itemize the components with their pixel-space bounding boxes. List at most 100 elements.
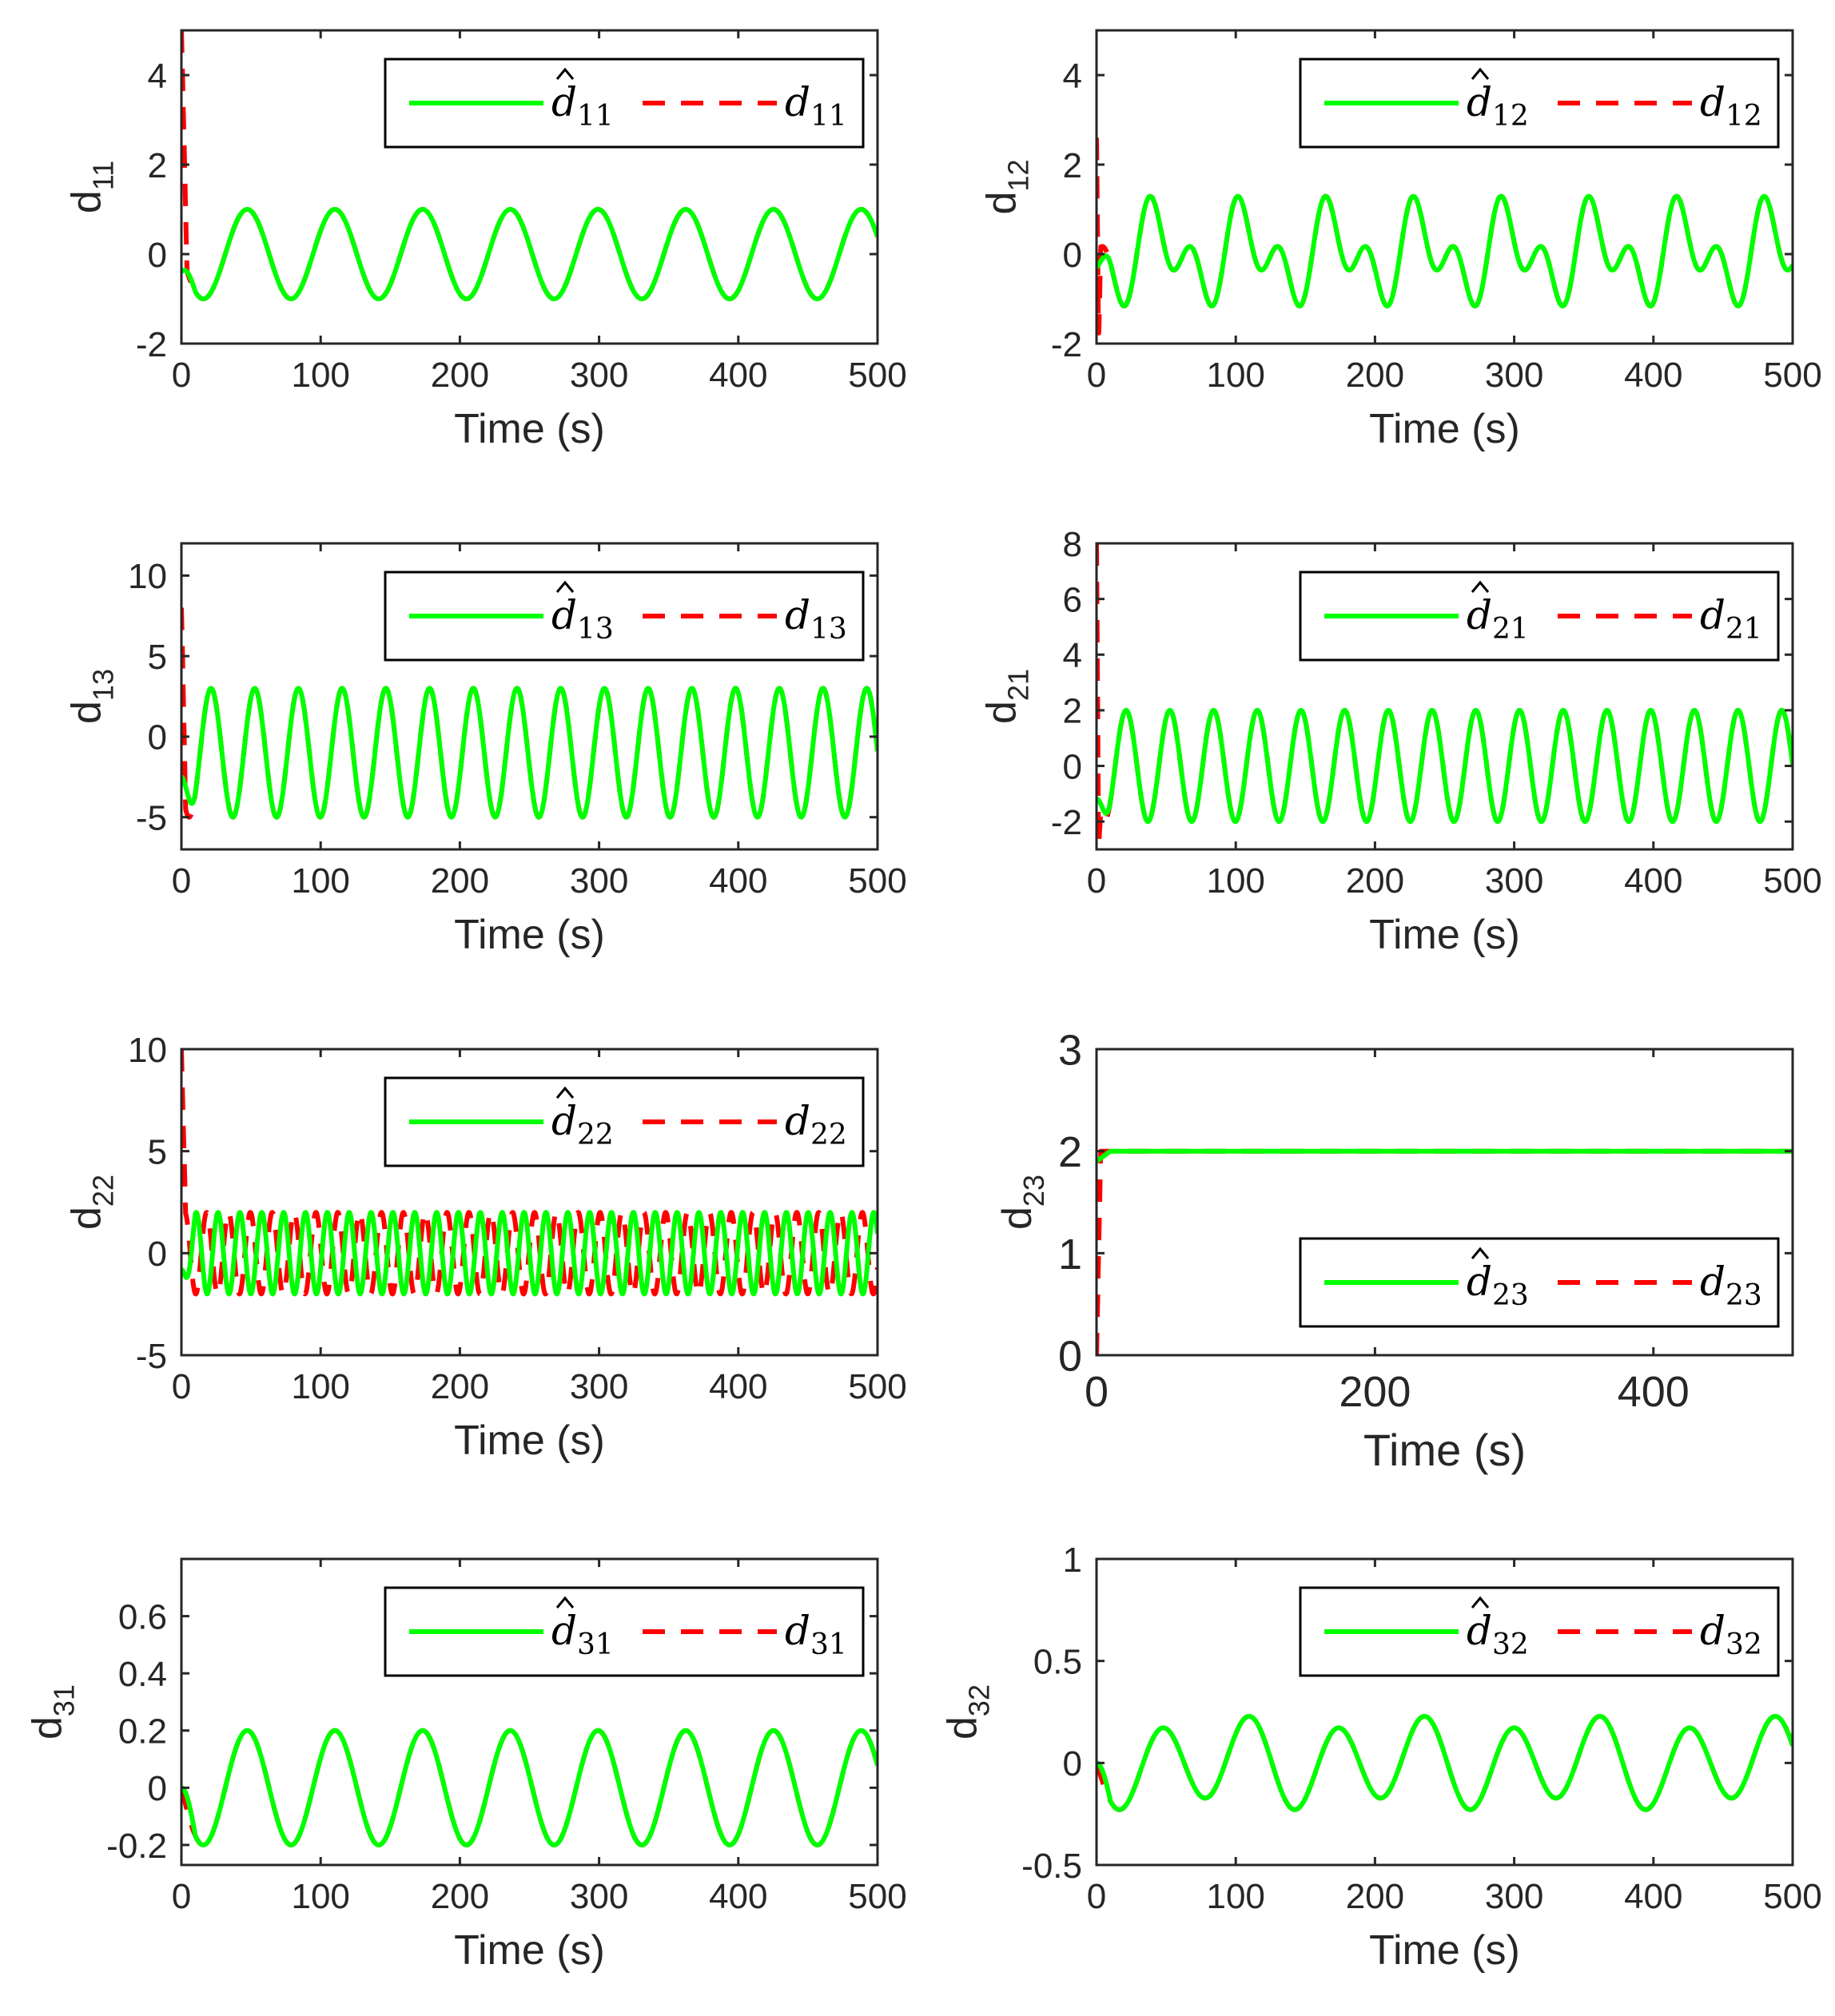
y-axis-label: d13 bbox=[64, 669, 120, 724]
series-group bbox=[181, 30, 878, 301]
legend-estimate-label: d23 bbox=[1467, 1259, 1529, 1312]
y-label-sub: 13 bbox=[87, 669, 120, 701]
y-label-sub: 23 bbox=[1017, 1175, 1050, 1207]
legend-actual-label: d23 bbox=[1700, 1259, 1762, 1312]
y-label-main: d bbox=[979, 701, 1025, 724]
legend-estimate-label: d21 bbox=[1467, 592, 1529, 646]
legend-actual-sub: 11 bbox=[810, 100, 847, 133]
legend: d23 d23 bbox=[1299, 1237, 1780, 1328]
legend-estimate-sub: 13 bbox=[577, 613, 614, 646]
y-label-main: d bbox=[979, 192, 1025, 215]
legend-hat-icon bbox=[1471, 67, 1490, 80]
legend: d13 d13 bbox=[384, 571, 865, 662]
legend-actual-symbol: d bbox=[785, 592, 810, 638]
legend-hat-icon bbox=[555, 1596, 575, 1608]
y-label-main: d bbox=[24, 1716, 70, 1740]
axes-box bbox=[180, 542, 879, 851]
series-estimate-line bbox=[181, 686, 878, 820]
x-tick-label: 200 bbox=[1346, 1877, 1404, 1916]
legend-estimate-symbol: d bbox=[551, 1098, 577, 1144]
x-tick-label: 200 bbox=[1346, 861, 1404, 901]
x-tick-label: 500 bbox=[1763, 861, 1821, 901]
y-tick-label: 0 bbox=[148, 1769, 167, 1808]
y-tick-label: 5 bbox=[148, 1133, 167, 1172]
x-tick-label: 400 bbox=[1618, 1368, 1690, 1416]
y-tick-label: 0 bbox=[1063, 236, 1082, 275]
legend-estimate-sub: 32 bbox=[1492, 1628, 1529, 1661]
legend-actual-symbol: d bbox=[1700, 1608, 1726, 1654]
legend-estimate-symbol: d bbox=[1467, 592, 1492, 638]
y-tick-label: 0 bbox=[148, 718, 167, 757]
series-estimate-line bbox=[181, 1728, 878, 1847]
series-group bbox=[1097, 543, 1793, 847]
y-axis-label: d22 bbox=[64, 1175, 120, 1230]
x-axis-label: Time (s) bbox=[454, 406, 605, 452]
y-tick-label: 1 bbox=[1058, 1231, 1082, 1278]
legend: d32 d32 bbox=[1299, 1586, 1780, 1677]
x-axis-label: Time (s) bbox=[1369, 912, 1520, 958]
series-group bbox=[1097, 1148, 1793, 1355]
y-axis-label: d11 bbox=[64, 161, 120, 213]
x-tick-label: 300 bbox=[570, 861, 628, 901]
y-axis-label: d21 bbox=[979, 669, 1035, 724]
legend-hat-icon bbox=[1471, 1247, 1490, 1259]
x-tick-label: 400 bbox=[709, 356, 767, 395]
x-axis-label: Time (s) bbox=[454, 1927, 605, 1974]
x-tick-label: 500 bbox=[1763, 1877, 1821, 1916]
legend-estimate-sub: 21 bbox=[1492, 613, 1529, 646]
x-tick-label: 500 bbox=[1763, 356, 1821, 395]
legend-actual-sub: 22 bbox=[810, 1119, 847, 1151]
y-axis-label: d12 bbox=[979, 160, 1035, 215]
y-tick-label: -2 bbox=[1051, 803, 1082, 842]
y-tick-label: 0 bbox=[1058, 1332, 1082, 1380]
y-tick-label: 2 bbox=[1063, 146, 1082, 185]
legend-actual-symbol: d bbox=[1700, 592, 1726, 638]
y-tick-label: 5 bbox=[148, 638, 167, 677]
y-tick-label: 0 bbox=[1063, 747, 1082, 786]
legend-box bbox=[1299, 1586, 1780, 1677]
legend-actual-sub: 21 bbox=[1726, 613, 1762, 646]
legend-estimate-sub: 12 bbox=[1492, 100, 1529, 133]
x-tick-label: 100 bbox=[291, 356, 349, 395]
legend: d31 d31 bbox=[384, 1586, 865, 1677]
legend-estimate-symbol: d bbox=[1467, 1608, 1492, 1654]
legend-actual-sub: 31 bbox=[810, 1628, 847, 1661]
y-label-main: d bbox=[939, 1716, 985, 1740]
x-tick-label: 200 bbox=[431, 1877, 489, 1916]
legend-estimate-sub: 22 bbox=[577, 1119, 614, 1151]
y-tick-label: 4 bbox=[1063, 636, 1082, 675]
legend-actual-sub: 13 bbox=[810, 613, 847, 646]
x-tick-label: 500 bbox=[848, 1367, 906, 1406]
series-estimate-line bbox=[181, 207, 878, 301]
axes-box bbox=[180, 1557, 879, 1867]
x-tick-label: 100 bbox=[291, 861, 349, 901]
y-tick-label: 0.4 bbox=[118, 1655, 167, 1694]
x-tick-label: 200 bbox=[1346, 356, 1404, 395]
legend-estimate-label: d32 bbox=[1467, 1608, 1529, 1661]
x-axis-label: Time (s) bbox=[1363, 1425, 1526, 1475]
legend-estimate-label: d31 bbox=[551, 1608, 614, 1661]
x-axis-label: Time (s) bbox=[1369, 1927, 1520, 1974]
y-tick-label: 8 bbox=[1063, 525, 1082, 564]
x-tick-label: 300 bbox=[1485, 861, 1543, 901]
legend-estimate-sub: 31 bbox=[577, 1628, 614, 1661]
x-tick-label: 200 bbox=[431, 1367, 489, 1406]
legend-actual-label: d31 bbox=[785, 1608, 847, 1661]
y-label-sub: 32 bbox=[962, 1684, 995, 1716]
y-tick-label: 2 bbox=[1058, 1128, 1082, 1176]
legend: d22 d22 bbox=[384, 1076, 865, 1167]
y-axis-label: d32 bbox=[939, 1684, 995, 1740]
x-tick-label: 100 bbox=[1206, 861, 1264, 901]
y-tick-label: -0.5 bbox=[1021, 1847, 1082, 1886]
legend-actual-label: d12 bbox=[1700, 79, 1762, 133]
legend-estimate-sub: 11 bbox=[577, 100, 614, 133]
x-tick-label: 100 bbox=[1206, 1877, 1264, 1916]
legend-hat-icon bbox=[555, 580, 575, 593]
y-tick-label: -0.2 bbox=[106, 1827, 167, 1866]
y-label-sub: 22 bbox=[87, 1175, 120, 1207]
legend-estimate-label: d12 bbox=[1467, 79, 1529, 133]
